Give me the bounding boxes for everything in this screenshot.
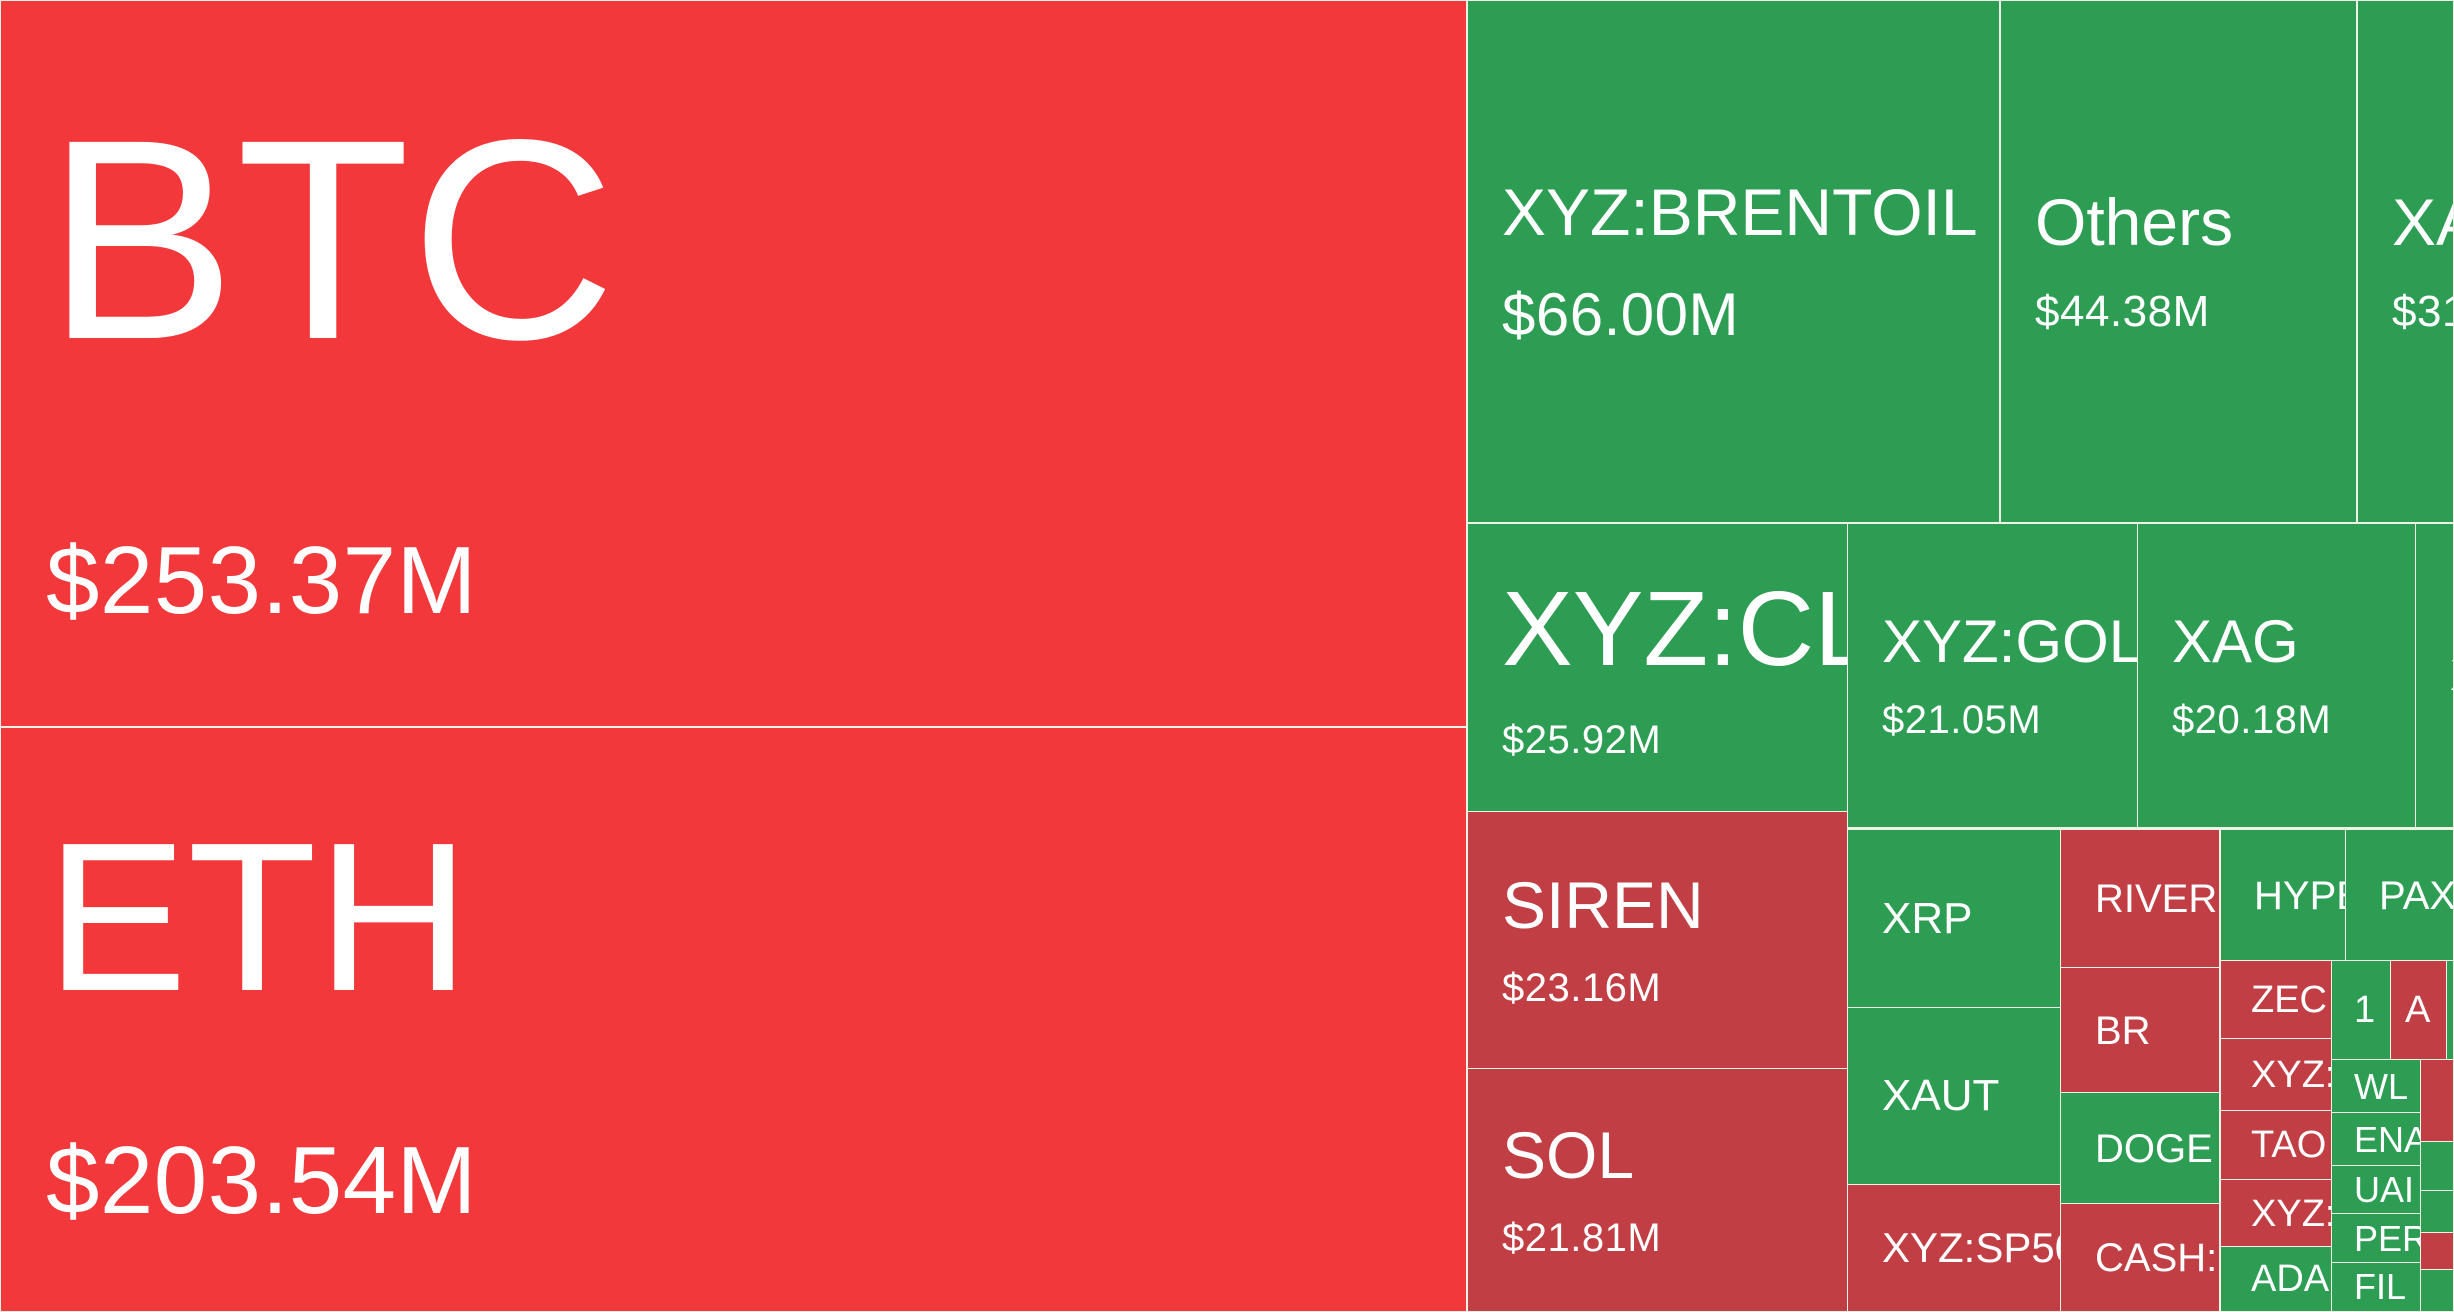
tile-x[interactable]: X (2415, 523, 2454, 828)
tile-value: $21.05M (1882, 697, 2042, 742)
tile-river[interactable]: RIVER (2060, 829, 2220, 969)
tile-sol[interactable]: SOL $21.81M (1467, 1068, 1848, 1312)
tile-label: XYZ:SP500 (1882, 1224, 2060, 1271)
tile-label: PAXG (2379, 873, 2454, 918)
tile-xyz-sp500[interactable]: XYZ:SP500 (1847, 1184, 2061, 1312)
tile-label: FIL (2354, 1266, 2407, 1307)
tile-label: XYZ:BRENTOIL (1502, 174, 1978, 249)
tile-xa[interactable]: XA $31 (2357, 0, 2454, 523)
tile-siren[interactable]: SIREN $23.16M (1467, 811, 1848, 1069)
tile-value: $23.16M (1502, 966, 1662, 1010)
tile-label: XYZ:GOLD (1882, 607, 2137, 675)
tile-value: $203.54M (46, 1126, 477, 1234)
tile-tao[interactable]: TAO (2220, 1110, 2332, 1180)
tile-unlabeled[interactable] (2420, 1141, 2454, 1192)
tile-per[interactable]: PER (2331, 1213, 2421, 1264)
tile-unlabeled[interactable] (2420, 1190, 2454, 1234)
tile-others[interactable]: Others $44.38M (2000, 0, 2357, 523)
tile-value: $25.92M (1502, 717, 1662, 762)
tile-label: DOGE (2095, 1126, 2213, 1171)
tile-label: TAO (2251, 1124, 2327, 1166)
tile-label: ZEC (2251, 979, 2327, 1021)
tile-xyz[interactable]: XYZ: (2220, 1038, 2332, 1112)
tile-label: X (2450, 653, 2453, 698)
tile-paxg[interactable]: PAXG (2345, 829, 2454, 962)
tile-label: XYZ:CL (1502, 569, 1848, 688)
tile-label: UAI (2354, 1169, 2415, 1210)
tile-label: XYZ: (2251, 1192, 2332, 1235)
tile-hype[interactable]: HYPE (2220, 829, 2346, 962)
tile-zec[interactable]: ZEC (2220, 960, 2332, 1040)
tile-xyz[interactable]: XYZ: (2220, 1179, 2332, 1248)
tile-xag[interactable]: XAG $20.18M (2137, 523, 2416, 828)
tile-wl[interactable]: WL (2331, 1059, 2421, 1114)
tile-xaut[interactable]: XAUT (1847, 1007, 2061, 1185)
tile-label: XRP (1882, 894, 1973, 943)
tile-label: ETH (46, 797, 470, 1035)
tile-uai[interactable]: UAI (2331, 1165, 2421, 1215)
tile-1[interactable]: 1 (2331, 960, 2391, 1060)
tile-ada[interactable]: ADA (2220, 1246, 2332, 1312)
tile-label: CASH:U (2095, 1235, 2219, 1280)
tile-label: SIREN (1502, 868, 1704, 942)
tile-label: XYZ: (2251, 1054, 2332, 1096)
tile-label: BR (2095, 1008, 2151, 1053)
tile-unlabeled[interactable] (2420, 1059, 2454, 1142)
tile-unlabeled[interactable] (2420, 1232, 2454, 1271)
tile-label: RIVER (2095, 877, 2218, 921)
tile-value: $44.38M (2035, 287, 2210, 336)
tile-label: XAUT (1882, 1071, 2000, 1120)
tile-label: BTC (46, 81, 616, 399)
tile-xyz-gold[interactable]: XYZ:GOLD $21.05M (1847, 523, 2138, 828)
tile-doge[interactable]: DOGE (2060, 1092, 2220, 1205)
tile-label: XA (2392, 185, 2453, 259)
tile-xyz-brentoil[interactable]: XYZ:BRENTOIL $66.00M (1467, 0, 2000, 523)
tile-label: Others (2035, 185, 2234, 259)
tile-value: $66.00M (1502, 280, 1739, 348)
tile-value: $253.37M (46, 527, 477, 634)
tile-value: $31 (2392, 287, 2453, 336)
tile-unlabeled[interactable] (2420, 1269, 2454, 1312)
tile-label: XAG (2172, 607, 2299, 675)
tile-cash-u[interactable]: CASH:U (2060, 1203, 2220, 1312)
tile-label: SOL (1502, 1118, 1635, 1192)
tile-label: HYPE (2254, 873, 2345, 918)
tile-value: $20.18M (2172, 697, 2332, 742)
tile-label: WL (2354, 1065, 2408, 1107)
tile-eth[interactable]: ETH $203.54M (0, 727, 1467, 1312)
tile-xrp[interactable]: XRP (1847, 829, 2061, 1009)
tile-unlabeled[interactable] (2446, 960, 2454, 1060)
tile-a[interactable]: A (2390, 960, 2447, 1060)
tile-value: $21.81M (1502, 1216, 1662, 1260)
tile-fil[interactable]: FIL (2331, 1262, 2421, 1312)
tile-label: A (2405, 989, 2431, 1031)
tile-btc[interactable]: BTC $253.37M (0, 0, 1467, 727)
tile-label: PER (2354, 1217, 2421, 1259)
tile-xyz-cl[interactable]: XYZ:CL $25.92M (1467, 523, 1848, 812)
tile-label: ADA (2251, 1258, 2330, 1300)
tile-label: ENA (2354, 1118, 2421, 1160)
tile-br[interactable]: BR (2060, 967, 2220, 1094)
tile-ena[interactable]: ENA (2331, 1112, 2421, 1167)
tile-label: 1 (2354, 989, 2376, 1031)
